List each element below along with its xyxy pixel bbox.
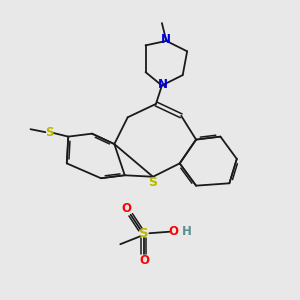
Text: S: S	[148, 176, 158, 189]
Text: O: O	[139, 254, 149, 267]
Text: H: H	[182, 225, 192, 238]
Text: S: S	[45, 126, 53, 139]
Text: O: O	[121, 202, 131, 215]
Text: O: O	[169, 225, 179, 238]
Text: S: S	[139, 227, 149, 240]
Text: N: N	[161, 33, 171, 46]
Text: N: N	[158, 77, 167, 91]
